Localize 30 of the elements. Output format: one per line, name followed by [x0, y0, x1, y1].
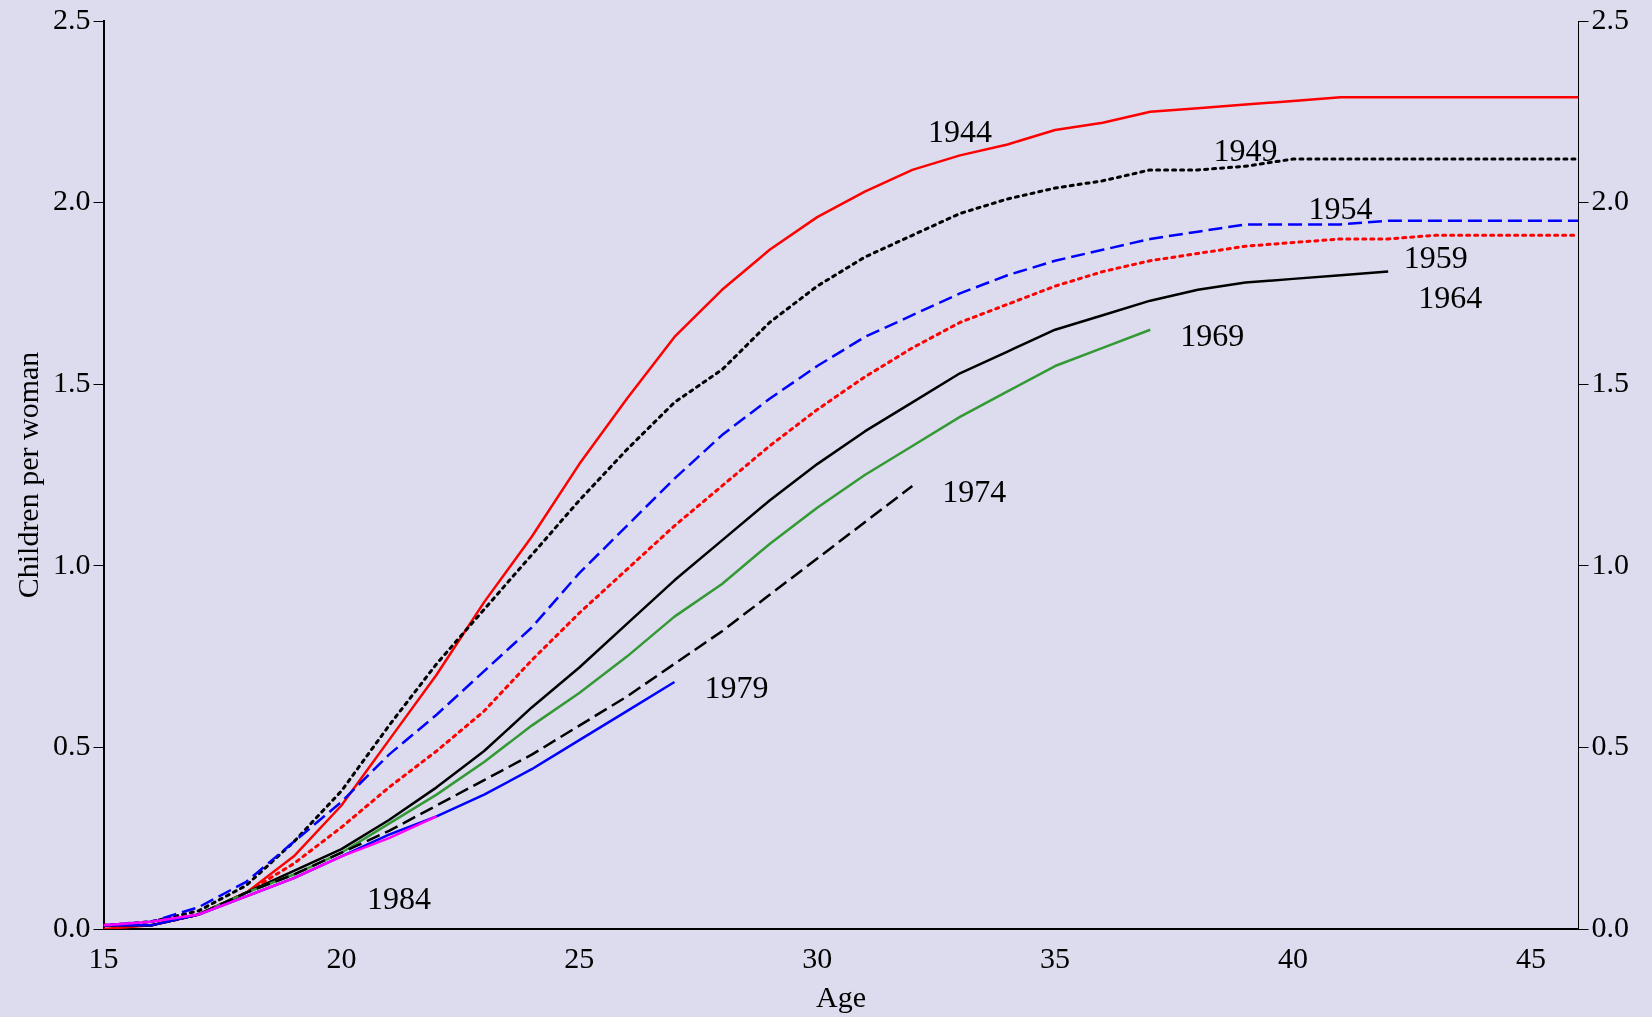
x-tick-label: 20 — [326, 940, 357, 974]
series-label: 1959 — [1403, 238, 1468, 275]
x-tick-label: 45 — [1515, 940, 1546, 974]
y2-tick-label: 1.5 — [1591, 365, 1629, 399]
y-tick-label: 1.0 — [53, 546, 91, 580]
series-label: 1964 — [1418, 279, 1483, 316]
y-tick-label: 0.5 — [53, 728, 91, 762]
y2-tick-label: 0.5 — [1591, 728, 1629, 762]
y2-tick-label: 1.0 — [1591, 546, 1629, 580]
series-label: 1954 — [1308, 189, 1373, 226]
series-label: 1979 — [704, 669, 769, 706]
y-tick-label: 0.0 — [53, 909, 91, 943]
x-tick-label: 40 — [1278, 940, 1309, 974]
series-label: 1944 — [927, 112, 992, 149]
x-tick-label: 15 — [88, 940, 119, 974]
y-tick-label: 1.5 — [53, 365, 91, 399]
series-label: 1949 — [1213, 131, 1278, 168]
series-label: 1974 — [942, 473, 1007, 510]
series-label: 1969 — [1180, 317, 1245, 354]
y2-tick-label: 0.0 — [1591, 909, 1629, 943]
y2-tick-label: 2.0 — [1591, 183, 1629, 217]
x-tick-label: 30 — [802, 940, 833, 974]
x-tick-label: 25 — [564, 940, 595, 974]
y-tick-label: 2.0 — [53, 183, 91, 217]
x-axis-title: Age — [816, 979, 866, 1013]
y-axis-title: Children per woman — [10, 351, 44, 599]
series-label: 1984 — [366, 879, 431, 916]
y2-tick-label: 2.5 — [1591, 1, 1629, 35]
y-tick-label: 2.5 — [53, 1, 91, 35]
x-tick-label: 35 — [1040, 940, 1071, 974]
